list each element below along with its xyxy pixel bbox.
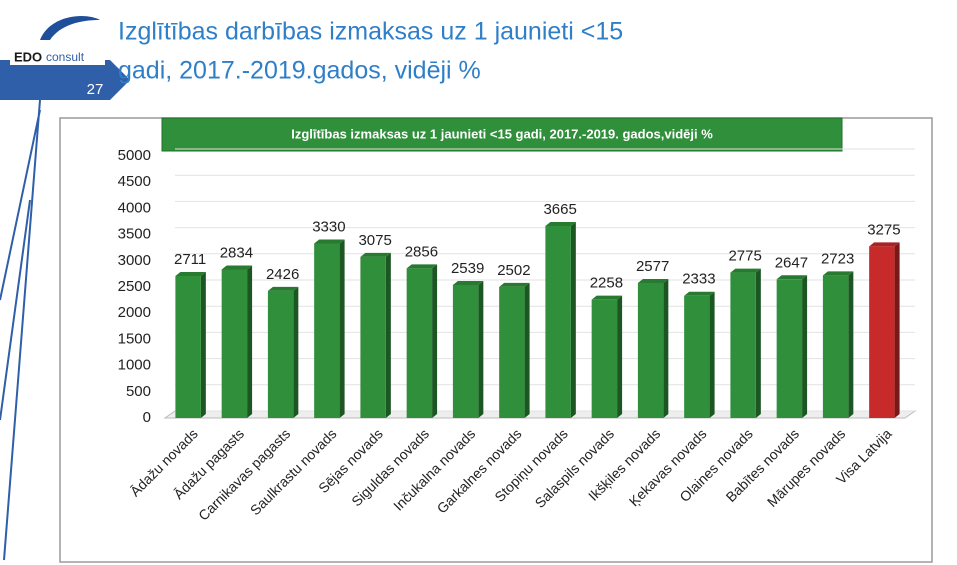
y-tick-label: 3000 [118, 252, 151, 269]
bar-side [478, 280, 484, 418]
y-tick-label: 4500 [118, 173, 151, 190]
bar [406, 268, 433, 418]
y-tick-label: 3500 [118, 226, 151, 243]
data-label: 3665 [543, 201, 576, 218]
y-tick-label: 4000 [118, 199, 151, 216]
page-badge [0, 60, 130, 100]
bar [545, 225, 571, 418]
data-label: 2502 [497, 262, 530, 279]
bar-side [709, 291, 715, 418]
chart-title-box [161, 117, 843, 152]
bar-side [200, 271, 206, 418]
page-number: 27 [87, 81, 104, 98]
slide-title: Izglītības darbības izmaksas uz 1 jaunie… [118, 18, 623, 46]
y-tick-label: 2000 [118, 304, 151, 321]
bar-top [637, 278, 669, 283]
bar [637, 282, 664, 418]
bar-side [524, 282, 530, 418]
bar-top [591, 295, 623, 300]
bar-top [545, 221, 576, 226]
data-label: 2539 [451, 260, 484, 277]
data-label: 2426 [266, 266, 299, 283]
logo-mark [40, 16, 100, 40]
logo-sub: consult [46, 50, 85, 64]
data-label: 2258 [590, 275, 623, 292]
y-tick-label: 5000 [118, 147, 151, 164]
data-label: 3075 [358, 232, 391, 249]
y-tick-label: 500 [126, 383, 151, 400]
y-tick-label: 2500 [118, 278, 151, 295]
bar-side [339, 239, 345, 418]
bar-side [663, 278, 669, 418]
bar [730, 272, 756, 418]
data-label: 2647 [775, 254, 808, 271]
bar-top [406, 264, 438, 269]
logo-text: EDO [14, 49, 42, 64]
data-label: 2711 [174, 251, 206, 268]
bar [175, 275, 201, 418]
chart-title: Izglītības izmaksas uz 1 jaunieti <15 ga… [291, 126, 713, 141]
bar-top [499, 282, 530, 287]
bar-top [314, 239, 345, 244]
data-label: 2834 [220, 244, 253, 261]
bar [869, 246, 895, 418]
data-label: 2775 [728, 248, 761, 265]
bar-top [776, 275, 808, 280]
data-label: 3275 [867, 221, 900, 238]
bar [776, 279, 803, 418]
y-tick-label: 1500 [118, 330, 151, 347]
bar-side [755, 268, 761, 418]
bar [221, 269, 248, 418]
y-tick-label: 1000 [118, 357, 151, 374]
bar-top [360, 252, 391, 257]
data-label: 2856 [405, 243, 438, 260]
data-label: 2577 [636, 258, 669, 275]
bar-side [570, 221, 576, 418]
bar-side [385, 252, 391, 418]
decor-lines [0, 99, 41, 561]
data-label: 3330 [312, 218, 345, 235]
y-tick-label: 0 [143, 409, 151, 426]
bar-top [869, 242, 900, 247]
bar [591, 299, 618, 418]
bar [452, 284, 479, 418]
bar [360, 256, 386, 418]
bar-side [247, 265, 253, 418]
bar-top [822, 271, 854, 276]
bar-top [730, 268, 761, 273]
bar [684, 295, 710, 418]
bar [267, 290, 294, 418]
bar-side [894, 242, 900, 418]
bar-side [802, 275, 808, 418]
bar-side [617, 295, 623, 418]
bar [499, 286, 525, 418]
data-label: 2723 [821, 250, 854, 267]
data-label: 2333 [682, 271, 715, 288]
bar [822, 275, 849, 418]
bar-side [432, 264, 438, 418]
bar-top [452, 280, 484, 285]
slide-title: gadi, 2017.-2019.gados, vidēji % [118, 57, 481, 85]
bar-side [848, 271, 854, 418]
bar-side [293, 286, 299, 418]
bar [314, 243, 340, 418]
bar-top [221, 265, 253, 270]
bar-top [684, 291, 715, 296]
bar-top [267, 286, 299, 291]
bar-top [175, 271, 206, 276]
